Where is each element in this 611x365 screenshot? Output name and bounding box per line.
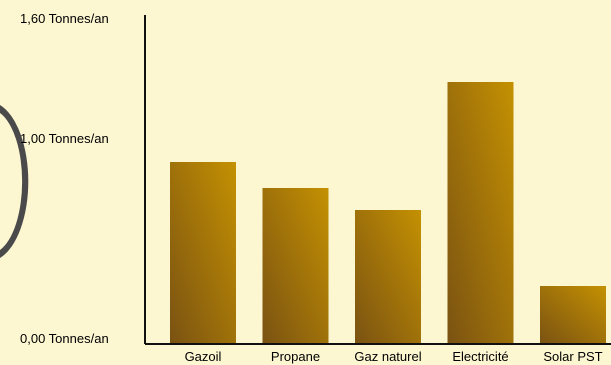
y-tick-label: 1,00 Tonnes/an [20, 131, 109, 146]
bar-3 [447, 82, 514, 344]
bar-4 [540, 286, 606, 344]
x-tick-label: Gazoil [185, 349, 222, 364]
decorative-circle-arc [0, 105, 29, 258]
bars-layer [170, 82, 606, 344]
bar-1 [262, 188, 329, 344]
y-tick-label: 0,00 Tonnes/an [20, 331, 109, 346]
x-tick-label: Electricité [452, 349, 508, 364]
bar-2 [355, 210, 421, 344]
bar-0 [170, 162, 236, 344]
x-tick-label: Propane [271, 349, 320, 364]
x-tick-label: Gaz naturel [354, 349, 421, 364]
y-tick-label: 1,60 Tonnes/an [20, 11, 109, 26]
x-tick-labels: Gazoil Propane Gaz naturel Electricité Solar… [185, 349, 603, 364]
y-tick-labels: 0,00 Tonnes/an 1,00 Tonnes/an 1,60 Tonnes/… [20, 11, 109, 346]
x-tick-label: Solar PST [543, 349, 602, 364]
